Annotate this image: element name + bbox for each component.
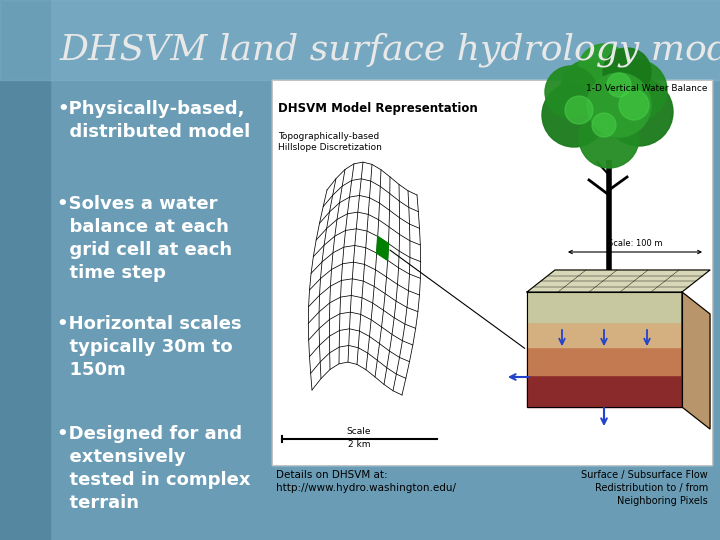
Text: Topographically-based
Hillslope Discretization: Topographically-based Hillslope Discreti… xyxy=(278,132,382,152)
Text: DHSVM Model Representation: DHSVM Model Representation xyxy=(278,102,478,115)
Bar xyxy=(527,322,682,347)
Text: 2 km: 2 km xyxy=(348,440,370,449)
Circle shape xyxy=(545,66,597,118)
Circle shape xyxy=(561,60,617,116)
Polygon shape xyxy=(377,237,389,260)
Circle shape xyxy=(605,78,673,146)
Text: 1-D Vertical Water Balance: 1-D Vertical Water Balance xyxy=(585,84,707,93)
Circle shape xyxy=(587,73,651,137)
Circle shape xyxy=(542,83,606,147)
Circle shape xyxy=(578,44,630,96)
Polygon shape xyxy=(527,270,710,292)
Bar xyxy=(272,80,712,465)
Text: Surface / Subsurface Flow
Redistribution to / from
Neighboring Pixels: Surface / Subsurface Flow Redistribution… xyxy=(581,470,708,507)
Text: •Physically-based,
  distributed model: •Physically-based, distributed model xyxy=(57,100,251,141)
Text: DHSVM land surface hydrology model: DHSVM land surface hydrology model xyxy=(60,33,720,68)
Text: Scale: 100 m: Scale: 100 m xyxy=(608,239,662,248)
Circle shape xyxy=(579,108,639,168)
Circle shape xyxy=(603,48,651,96)
Text: •Designed for and
  extensively
  tested in complex
  terrain: •Designed for and extensively tested in … xyxy=(57,425,251,512)
Text: Details on DHSVM at:
http://www.hydro.washington.edu/: Details on DHSVM at: http://www.hydro.wa… xyxy=(276,470,456,493)
Bar xyxy=(527,347,682,375)
Bar xyxy=(272,80,712,465)
Circle shape xyxy=(592,113,616,137)
Text: •Horizontal scales
  typically 30m to
  150m: •Horizontal scales typically 30m to 150m xyxy=(57,315,242,379)
Bar xyxy=(527,375,682,407)
Circle shape xyxy=(607,73,631,97)
Bar xyxy=(0,0,50,540)
Bar xyxy=(527,292,682,322)
Bar xyxy=(527,292,682,407)
Bar xyxy=(0,0,720,80)
Circle shape xyxy=(619,90,649,120)
Polygon shape xyxy=(682,292,710,429)
Circle shape xyxy=(607,60,667,120)
Circle shape xyxy=(565,96,593,124)
Text: •Solves a water
  balance at each
  grid cell at each
  time step: •Solves a water balance at each grid cel… xyxy=(57,195,232,282)
Text: Scale: Scale xyxy=(347,427,372,436)
